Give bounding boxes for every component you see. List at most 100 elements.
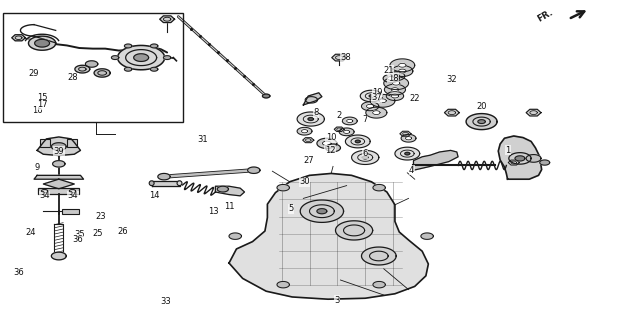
Text: 3: 3 xyxy=(335,296,340,305)
Text: 35: 35 xyxy=(74,230,85,239)
Polygon shape xyxy=(352,150,379,164)
Text: 18: 18 xyxy=(387,74,399,83)
Text: 2: 2 xyxy=(337,111,342,120)
Polygon shape xyxy=(150,44,158,48)
Bar xyxy=(62,209,79,214)
Text: 28: 28 xyxy=(67,73,79,82)
Text: 12: 12 xyxy=(325,146,335,155)
Polygon shape xyxy=(229,173,428,299)
Polygon shape xyxy=(373,111,380,115)
Polygon shape xyxy=(124,44,132,48)
Polygon shape xyxy=(215,186,245,196)
Text: 1: 1 xyxy=(505,146,510,155)
Polygon shape xyxy=(498,136,542,179)
Polygon shape xyxy=(34,175,84,179)
Polygon shape xyxy=(53,161,65,167)
Polygon shape xyxy=(399,69,406,73)
Text: 37: 37 xyxy=(371,93,382,102)
Polygon shape xyxy=(392,66,413,76)
Text: 17: 17 xyxy=(37,100,48,109)
Polygon shape xyxy=(421,233,433,239)
Polygon shape xyxy=(277,184,290,191)
Text: 5: 5 xyxy=(288,204,293,213)
Polygon shape xyxy=(347,119,353,123)
Polygon shape xyxy=(317,209,327,214)
Text: 21: 21 xyxy=(384,66,394,75)
Polygon shape xyxy=(150,67,158,71)
Polygon shape xyxy=(37,137,80,156)
Text: FR.: FR. xyxy=(536,7,555,23)
Text: 6: 6 xyxy=(363,149,368,158)
Polygon shape xyxy=(361,102,379,111)
Text: 14: 14 xyxy=(150,191,160,200)
Polygon shape xyxy=(515,156,525,161)
Polygon shape xyxy=(124,67,132,71)
Polygon shape xyxy=(392,81,400,85)
Text: 30: 30 xyxy=(299,177,310,186)
Polygon shape xyxy=(160,16,175,22)
Text: 38: 38 xyxy=(340,53,351,62)
Polygon shape xyxy=(248,167,260,173)
Polygon shape xyxy=(392,74,400,78)
Polygon shape xyxy=(386,92,404,100)
Text: 16: 16 xyxy=(32,106,43,115)
Polygon shape xyxy=(413,150,458,170)
Text: 8: 8 xyxy=(313,108,318,117)
Polygon shape xyxy=(400,131,411,136)
Text: 23: 23 xyxy=(95,212,106,221)
Polygon shape xyxy=(405,152,410,155)
Polygon shape xyxy=(297,127,312,135)
Polygon shape xyxy=(387,72,405,81)
Polygon shape xyxy=(339,128,354,136)
Polygon shape xyxy=(334,127,344,132)
Polygon shape xyxy=(322,141,331,146)
Polygon shape xyxy=(303,93,322,105)
Text: 22: 22 xyxy=(410,94,420,103)
Polygon shape xyxy=(134,54,149,61)
Polygon shape xyxy=(51,252,66,260)
Text: 31: 31 xyxy=(197,135,209,144)
Text: 29: 29 xyxy=(29,69,39,78)
Polygon shape xyxy=(28,36,56,50)
Text: 19: 19 xyxy=(373,88,383,97)
Polygon shape xyxy=(344,130,350,133)
Polygon shape xyxy=(540,160,550,165)
Polygon shape xyxy=(401,134,416,142)
Polygon shape xyxy=(301,130,308,133)
Bar xyxy=(38,188,79,194)
Polygon shape xyxy=(308,118,313,120)
Polygon shape xyxy=(508,160,519,165)
Polygon shape xyxy=(217,186,228,192)
Polygon shape xyxy=(342,117,357,125)
Polygon shape xyxy=(85,61,98,67)
Polygon shape xyxy=(332,54,347,61)
Polygon shape xyxy=(373,282,385,288)
Polygon shape xyxy=(35,39,50,47)
Text: 7: 7 xyxy=(363,116,368,124)
Ellipse shape xyxy=(149,181,154,186)
Polygon shape xyxy=(478,120,485,124)
Polygon shape xyxy=(12,35,25,41)
Polygon shape xyxy=(111,56,119,60)
Polygon shape xyxy=(152,181,180,186)
Text: 10: 10 xyxy=(326,133,336,142)
Polygon shape xyxy=(118,45,165,70)
Polygon shape xyxy=(379,99,386,103)
Polygon shape xyxy=(373,184,385,191)
Polygon shape xyxy=(345,135,370,148)
Polygon shape xyxy=(51,143,66,150)
Text: 11: 11 xyxy=(224,202,234,211)
Polygon shape xyxy=(303,138,314,143)
Polygon shape xyxy=(326,144,340,152)
Polygon shape xyxy=(361,247,396,265)
Ellipse shape xyxy=(177,181,182,186)
Text: 4: 4 xyxy=(409,166,414,175)
Text: 36: 36 xyxy=(13,268,24,277)
Bar xyxy=(67,139,77,147)
Polygon shape xyxy=(391,88,399,92)
Text: 25: 25 xyxy=(93,229,103,238)
Polygon shape xyxy=(360,90,383,102)
Polygon shape xyxy=(317,138,337,148)
Polygon shape xyxy=(395,147,420,160)
Text: 32: 32 xyxy=(446,75,457,84)
